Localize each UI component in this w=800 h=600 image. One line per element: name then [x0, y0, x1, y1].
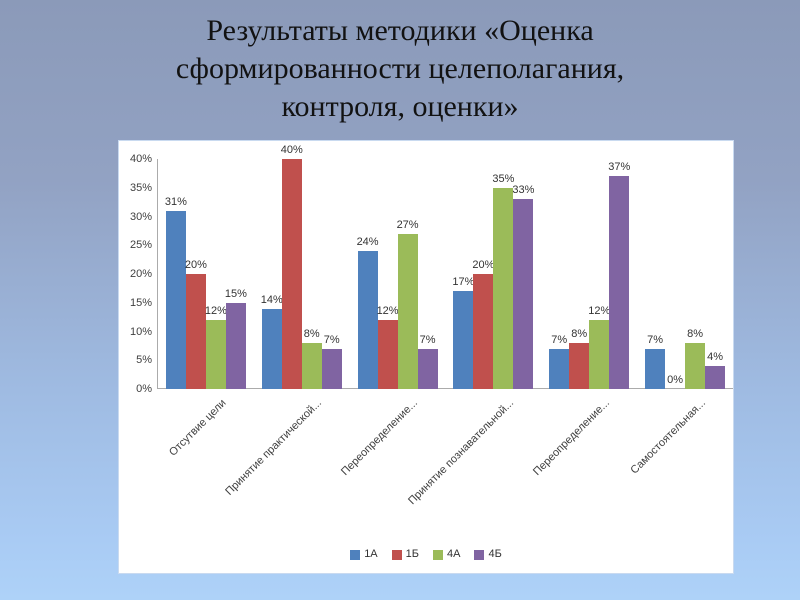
- bar-value-label: 17%: [452, 276, 475, 289]
- bar-1Б-category-2: [281, 159, 302, 389]
- bar-4Б-category-1: [225, 302, 246, 389]
- y-axis-line: [157, 159, 158, 389]
- y-axis-tick-label: 15%: [129, 296, 152, 309]
- y-axis-tick-label: 25%: [129, 239, 152, 252]
- bar-value-label: 15%: [224, 287, 247, 300]
- slide-title: Результаты методики «Оценка сформированн…: [40, 12, 760, 126]
- bar-value-label: 20%: [472, 259, 495, 271]
- bar-4А-category-5: [589, 320, 610, 389]
- slide-title-line-2: сформированности целеполагания,: [175, 52, 625, 85]
- bar-4Б-category-5: [609, 176, 630, 389]
- x-axis-category-label: Переопределение...: [339, 397, 421, 478]
- legend-item-1Б: 1Б: [391, 548, 419, 560]
- bar-chart-panel: 0% 5% 10% 15% 20% 25% 30% 35% 40% 31% 20% 12% 15% 14%…: [118, 140, 734, 574]
- x-axis-category-label: Переопределение...: [530, 397, 612, 478]
- bar-value-label: 24%: [356, 236, 379, 248]
- bar-4Б-category-4: [513, 199, 534, 389]
- bar-value-label: 20%: [184, 259, 207, 271]
- y-axis-tick-label: 5%: [136, 354, 152, 367]
- bar-value-label: 8%: [303, 328, 320, 340]
- legend-item-4А: 4А: [433, 549, 460, 560]
- legend-swatch-1А: [350, 549, 361, 560]
- bar-value-label: 0%: [667, 374, 684, 386]
- bar-1Б-category-5: [569, 343, 590, 389]
- bar-value-label: 7%: [419, 333, 436, 346]
- bar-value-label: 40%: [280, 144, 303, 156]
- bar-4Б-category-2: [321, 348, 342, 389]
- x-axis-category-label: Отсутвие цели: [166, 397, 229, 459]
- bar-4Б-category-3: [417, 348, 438, 389]
- bar-4А-category-6: [685, 343, 706, 389]
- bar-4Б-category-6: [705, 366, 726, 389]
- slide-title-line-3: контроля, оценки»: [281, 90, 519, 123]
- y-axis-tick-label: 40%: [129, 153, 152, 165]
- bar-1Б-category-3: [377, 320, 398, 389]
- legend-label: 1А: [364, 548, 378, 560]
- bar-value-label: 35%: [492, 172, 515, 185]
- bar-4А-category-2: [301, 343, 322, 389]
- bar-1Б-category-4: [473, 274, 494, 389]
- bar-1А-category-1: [165, 210, 186, 389]
- y-axis-tick-label: 20%: [129, 268, 152, 280]
- bar-1Б-category-1: [185, 274, 206, 389]
- bar-1А-category-2: [261, 308, 282, 389]
- bar-value-label: 8%: [571, 328, 588, 340]
- bar-value-label: 12%: [204, 305, 227, 317]
- bar-value-label: 8%: [687, 328, 704, 340]
- legend-label: 4А: [447, 548, 461, 560]
- legend-label: 4Б: [488, 548, 502, 560]
- legend-swatch-4Б: [474, 549, 485, 560]
- bar-value-label: 12%: [376, 305, 399, 317]
- chart-legend: 1А 1Б 4А 4Б: [119, 549, 733, 560]
- bar-value-label: 14%: [260, 293, 283, 306]
- y-axis-tick-label: 10%: [129, 325, 152, 338]
- bar-1А-category-6: [645, 348, 666, 389]
- bar-value-label: 31%: [164, 195, 187, 208]
- y-axis-tick-label: 30%: [129, 210, 152, 223]
- x-axis-category-label: Принятие познавательной...: [405, 397, 516, 508]
- bar-value-label: 12%: [588, 305, 611, 317]
- legend-swatch-4А: [433, 549, 443, 560]
- x-axis-line: [157, 388, 733, 389]
- y-axis-tick-label: 35%: [129, 181, 152, 194]
- bar-1А-category-3: [357, 251, 378, 389]
- bar-4А-category-3: [397, 233, 418, 389]
- legend-label: 1Б: [405, 548, 419, 560]
- bar-4А-category-4: [493, 187, 514, 389]
- bar-4А-category-1: [205, 320, 226, 389]
- legend-item-4Б: 4Б: [474, 548, 502, 560]
- bar-value-label: 7%: [323, 333, 340, 346]
- legend-swatch-1Б: [391, 549, 402, 560]
- bar-1А-category-5: [549, 348, 570, 389]
- x-axis-category-label: Самостоятельная...: [628, 397, 708, 477]
- bar-value-label: 7%: [551, 333, 568, 346]
- bar-value-label: 37%: [608, 161, 631, 174]
- x-axis-category-label: Принятие практической...: [223, 397, 325, 498]
- slide-title-line-1: Результаты методики «Оценка: [206, 14, 594, 47]
- bar-value-label: 33%: [512, 184, 535, 197]
- bar-1А-category-4: [453, 291, 474, 389]
- legend-item-1А: 1А: [350, 548, 378, 560]
- y-axis-tick-label: 0%: [136, 383, 152, 395]
- bar-value-label: 27%: [396, 218, 419, 231]
- bar-value-label: 4%: [707, 351, 724, 363]
- bar-value-label: 7%: [647, 333, 664, 346]
